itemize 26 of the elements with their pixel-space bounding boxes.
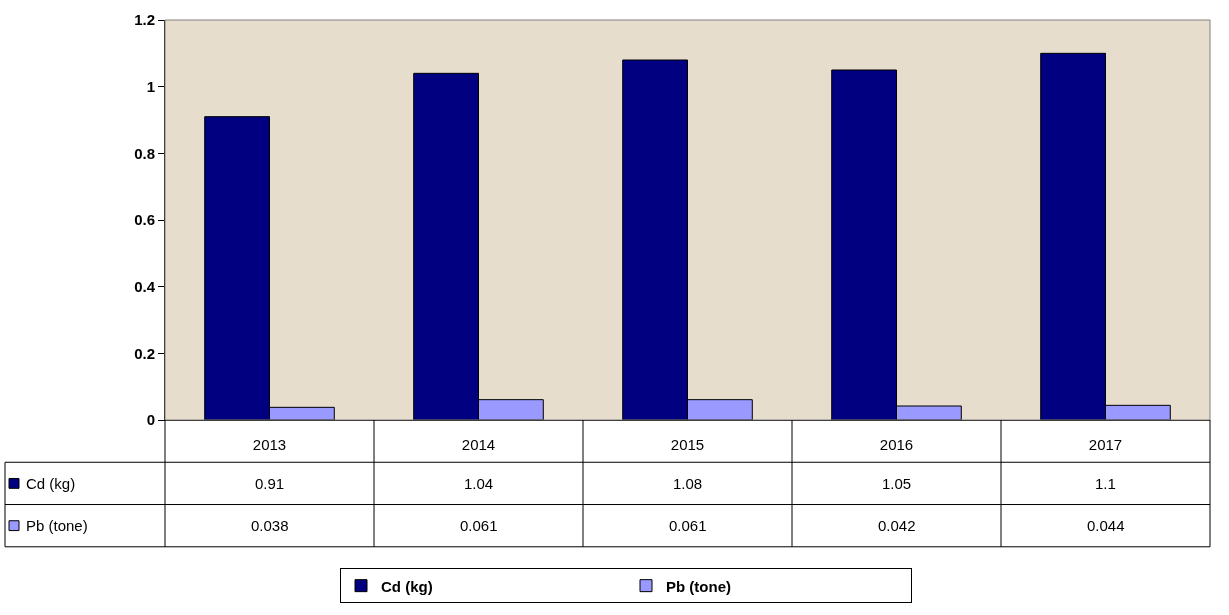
data-label: 0.061 (460, 517, 498, 534)
data-label: 0.044 (1087, 517, 1125, 534)
data-label: 0.91 (255, 475, 285, 492)
y-tick-label: 0.2 (134, 344, 155, 362)
data-label: 0.038 (251, 517, 289, 534)
y-tick-label: 0 (146, 411, 155, 429)
y-tick-label: 0.4 (134, 277, 156, 295)
y-tick-label: 0.6 (134, 211, 155, 229)
data-label: 0.061 (669, 517, 707, 534)
x-tick-label: 2016 (879, 436, 914, 453)
legend-label: Cd (kg) (26, 475, 76, 492)
text: Cd (kg) (381, 577, 433, 595)
text: Pb (tone) (26, 517, 88, 534)
x-tick-label: 2015 (670, 436, 705, 453)
data-label: 1.04 (464, 475, 494, 492)
x-tick-label: 2017 (1088, 436, 1123, 453)
data-label: 0.042 (878, 517, 916, 534)
x-tick-label: 2013 (252, 436, 287, 453)
y-tick-label: 1 (146, 77, 155, 95)
data-label: 1.08 (673, 475, 703, 492)
x-tick-label: 2014 (461, 436, 496, 453)
y-tick-label: 1.2 (134, 11, 155, 29)
data-label: 1.1 (1095, 475, 1116, 492)
legend-label: Pb (tone) (666, 577, 731, 595)
data-label: 1.05 (882, 475, 912, 492)
y-tick-label: 0.8 (134, 144, 155, 162)
